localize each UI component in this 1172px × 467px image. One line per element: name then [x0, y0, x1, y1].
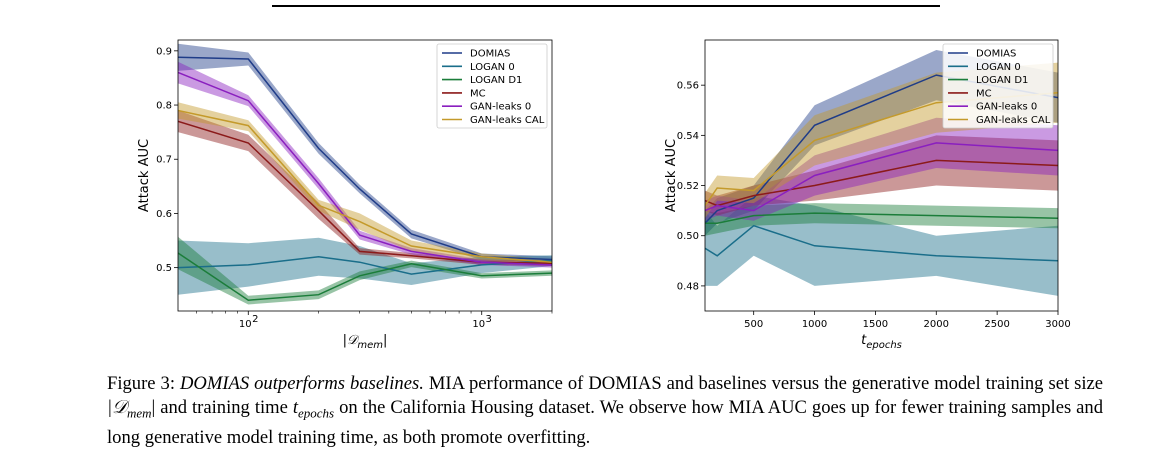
- x-axis-label-close: |: [383, 333, 387, 348]
- caption-text-3: on the California Housing dataset. We ob…: [107, 397, 1103, 448]
- y-axis-label: Attack AUC: [664, 139, 679, 212]
- series-line-logan-0: [705, 224, 1058, 262]
- caption-label: Figure 3:: [107, 373, 180, 394]
- legend-label: GAN-leaks CAL: [976, 115, 1051, 126]
- plot-frame: [704, 39, 1059, 312]
- y-tick-label: 0.54: [677, 131, 699, 142]
- y-tick-label: 0.9: [156, 46, 172, 57]
- x-tick-label: 10: [239, 319, 252, 330]
- x-tick-label: 1000: [802, 319, 827, 330]
- series-line-gan-leaks-0: [178, 71, 552, 266]
- confidence-band-mc: [178, 110, 552, 266]
- confidence-band-gan-leaks-0: [178, 61, 552, 268]
- x-axis-label: |𝒟mem|: [343, 333, 388, 351]
- caption-text-2: and training time: [155, 397, 293, 418]
- legend-label: MC: [976, 88, 992, 99]
- confidence-band-domias: [178, 43, 552, 263]
- x-tick-label: 3000: [1045, 319, 1070, 330]
- confidence-band-logan-d1: [178, 236, 552, 305]
- x-tick-label: 500: [744, 319, 763, 330]
- series-line-mc: [705, 159, 1058, 207]
- series-line-gan-leaks-cal: [178, 109, 552, 263]
- series-line-logan-0: [178, 256, 552, 275]
- confidence-band-logan-0: [178, 237, 552, 295]
- plot-frame: [177, 39, 553, 312]
- y-tick-label: 0.7: [156, 155, 172, 166]
- caption-dmem: |𝒟: [107, 397, 127, 418]
- y-tick-label: 0.5: [156, 263, 172, 274]
- confidence-band-gan-leaks-0: [705, 117, 1058, 221]
- legend-label: GAN-leaks 0: [976, 102, 1037, 113]
- y-tick-label: 0.8: [156, 101, 172, 112]
- x-tick-label: 1500: [863, 319, 888, 330]
- caption-text-1: MIA performance of DOMIAS and baselines …: [423, 373, 1103, 394]
- legend-label: LOGAN 0: [976, 62, 1021, 73]
- series-line-logan-d1: [178, 252, 552, 301]
- y-tick-label: 0.6: [156, 209, 172, 220]
- x-axis-label-sub: epochs: [866, 340, 902, 351]
- series-line-logan-d1: [705, 212, 1058, 224]
- x-axis-label-sub: mem: [357, 340, 383, 351]
- legend-box: [942, 43, 1054, 129]
- x-tick-label: 10: [472, 319, 485, 330]
- caption-t: t: [292, 397, 299, 418]
- legend-label: DOMIAS: [976, 49, 1016, 60]
- x-tick-exponent: 2: [252, 314, 258, 325]
- plot-area: [178, 43, 552, 305]
- legend-label: LOGAN D1: [976, 75, 1028, 86]
- x-tick-label: 2000: [924, 319, 949, 330]
- legend-box: [436, 43, 548, 129]
- y-tick-label: 0.52: [677, 181, 699, 192]
- figure-caption: Figure 3: DOMIAS outperforms baselines. …: [107, 372, 1103, 450]
- series-line-gan-leaks-0: [705, 142, 1058, 212]
- legend-label: LOGAN D1: [470, 75, 522, 86]
- y-tick-label: 0.48: [677, 281, 699, 292]
- y-tick-label: 0.50: [677, 231, 699, 242]
- confidence-band-logan-0: [705, 195, 1058, 296]
- legend-label: LOGAN 0: [470, 62, 515, 73]
- x-axis-label-main: |𝒟: [343, 333, 360, 348]
- legend-label: GAN-leaks CAL: [470, 115, 545, 126]
- confidence-band-mc: [705, 135, 1058, 216]
- confidence-band-logan-d1: [705, 203, 1058, 236]
- caption-dmem-close: |: [151, 397, 156, 418]
- y-axis-label: Attack AUC: [137, 139, 152, 212]
- chart-panel-1: 0.48 0.50 0.52 0.54 0.56 500 1000 1500 2000 2500 3…: [664, 39, 1071, 351]
- x-tick-exponent: 3: [486, 314, 492, 325]
- legend-label: GAN-leaks 0: [470, 102, 531, 113]
- top-rule: [272, 5, 940, 7]
- caption-t-sub: epochs: [298, 405, 335, 421]
- legend-label: MC: [470, 88, 486, 99]
- caption-title: DOMIAS outperforms baselines.: [179, 373, 424, 394]
- x-axis-label: tepochs: [861, 333, 902, 351]
- legend-label: DOMIAS: [470, 49, 510, 60]
- x-axis-label-main: t: [861, 333, 867, 348]
- y-tick-label: 0.56: [677, 81, 699, 92]
- caption-dmem-sub: mem: [126, 405, 152, 421]
- x-tick-label: 2500: [984, 319, 1009, 330]
